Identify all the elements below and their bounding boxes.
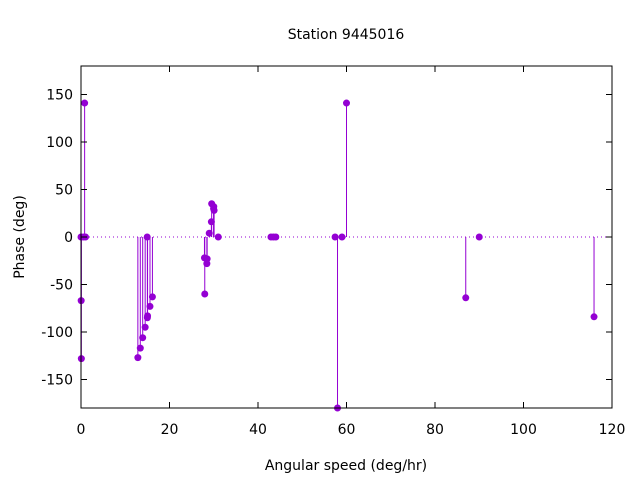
x-tick-label: 80 (426, 422, 444, 438)
data-point (331, 233, 339, 241)
data-point (148, 293, 156, 301)
data-point (143, 233, 151, 241)
data-point (210, 206, 218, 214)
data-point (134, 354, 142, 362)
data-point (81, 99, 89, 107)
data-point (475, 233, 483, 241)
y-tick-label: 0 (64, 230, 73, 246)
data-point (207, 218, 215, 226)
data-point (144, 312, 152, 320)
x-tick-label: 40 (249, 422, 267, 438)
data-point (272, 233, 280, 241)
y-tick-label: 50 (55, 183, 73, 199)
impulse-lines (80, 103, 595, 408)
y-tick-label: -100 (41, 325, 73, 341)
data-point (462, 294, 470, 302)
chart-title: Station 9445016 (288, 27, 405, 43)
data-point (136, 344, 144, 352)
x-axis-ticks: 0 20 40 60 80 100 120 (77, 66, 626, 438)
data-point (141, 323, 149, 331)
x-tick-label: 120 (599, 422, 626, 438)
x-tick-label: 0 (77, 422, 86, 438)
x-tick-label: 100 (510, 422, 537, 438)
data-point (343, 99, 350, 107)
y-tick-label: -50 (50, 278, 73, 294)
y-axis-title: Phase (deg) (12, 195, 28, 279)
y-tick-label: 100 (46, 135, 73, 151)
x-axis-title: Angular speed (deg/hr) (265, 458, 427, 474)
data-point (203, 255, 211, 263)
x-tick-label: 60 (338, 422, 356, 438)
data-point (201, 290, 209, 298)
y-tick-label: 150 (46, 88, 73, 104)
y-axis-ticks: -150 -100 -50 0 50 100 150 (41, 88, 612, 389)
y-tick-label: -150 (41, 373, 73, 389)
data-point (139, 334, 147, 342)
data-point (214, 233, 222, 241)
x-tick-label: 20 (161, 422, 179, 438)
data-point (590, 313, 598, 321)
data-point (205, 229, 213, 237)
data-point (146, 302, 154, 310)
